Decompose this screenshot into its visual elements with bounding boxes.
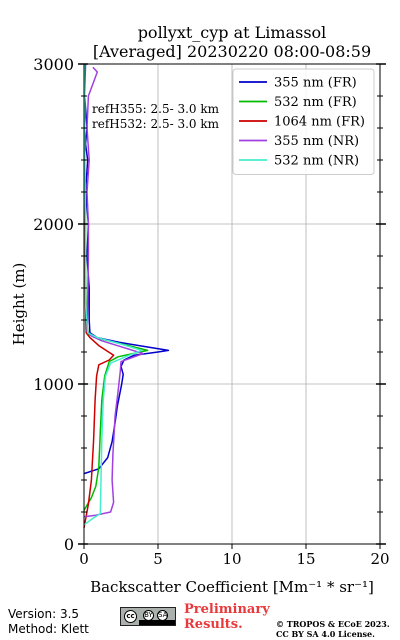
legend-label: 355 nm (FR) xyxy=(274,76,357,91)
legend-label: 355 nm (NR) xyxy=(274,134,359,149)
legend-label: 1064 nm (FR) xyxy=(274,115,365,130)
license-badge: cc BY SA xyxy=(120,607,176,626)
license-bar xyxy=(139,620,175,625)
copyright-notice: © TROPOS & ECoE 2023. CC BY SA 4.0 Licen… xyxy=(276,619,390,639)
legend-box xyxy=(232,68,375,175)
x-tick-label: 20 xyxy=(370,550,389,568)
annotation-refh355: refH355: 2.5- 3.0 km xyxy=(92,102,220,116)
x-tick-label: 10 xyxy=(222,550,241,568)
y-tick-label: 2000 xyxy=(33,215,74,234)
results-line: Results. xyxy=(184,617,243,632)
series-line-4 xyxy=(83,64,143,526)
legend: 355 nm (FR) 532 nm (FR) 1064 nm (FR) 355 nm… xyxy=(232,68,375,175)
series-lines xyxy=(83,63,170,529)
license-line: CC BY SA 4.0 License. xyxy=(276,629,375,639)
y-axis-label: Height (m) xyxy=(10,263,28,346)
x-tick-label: 15 xyxy=(296,550,315,568)
y-tick-label: 1000 xyxy=(33,375,74,394)
x-axis-label: Backscatter Coefficient [Mm⁻¹ * sr⁻¹] xyxy=(90,578,374,596)
chart-title: pollyxt_cyp at Limassol xyxy=(138,23,327,42)
creative-commons-icon: cc xyxy=(124,610,137,623)
preliminary-line: Preliminary xyxy=(184,602,270,617)
method-text: Method: Klett xyxy=(8,622,89,636)
legend-label: 532 nm (FR) xyxy=(274,95,357,110)
axis-ticks: 0 5 10 15 20 0 1000 2000 3000 xyxy=(33,55,389,568)
legend-label: 532 nm (NR) xyxy=(274,154,359,169)
annotation-refh532: refH532: 2.5- 3.0 km xyxy=(92,117,220,131)
x-tick-label: 5 xyxy=(153,550,163,568)
version-text: Version: 3.5 xyxy=(8,607,80,621)
series-line-3 xyxy=(83,66,144,518)
x-tick-label: 0 xyxy=(79,550,89,568)
y-tick-label: 0 xyxy=(64,535,74,554)
backscatter-chart: 0 5 10 15 20 0 1000 2000 3000 pollyxt_cyp at Lim… xyxy=(10,23,390,596)
y-tick-label: 3000 xyxy=(33,55,74,74)
copyright-line: © TROPOS & ECoE 2023. xyxy=(276,619,390,629)
chart-subtitle: [Averaged] 20230220 08:00-08:59 xyxy=(93,42,371,61)
footer-info: Version: 3.5 Method: Klett xyxy=(8,607,89,637)
preliminary-notice: Preliminary Results. xyxy=(184,602,270,632)
series-line-0 xyxy=(83,63,170,475)
